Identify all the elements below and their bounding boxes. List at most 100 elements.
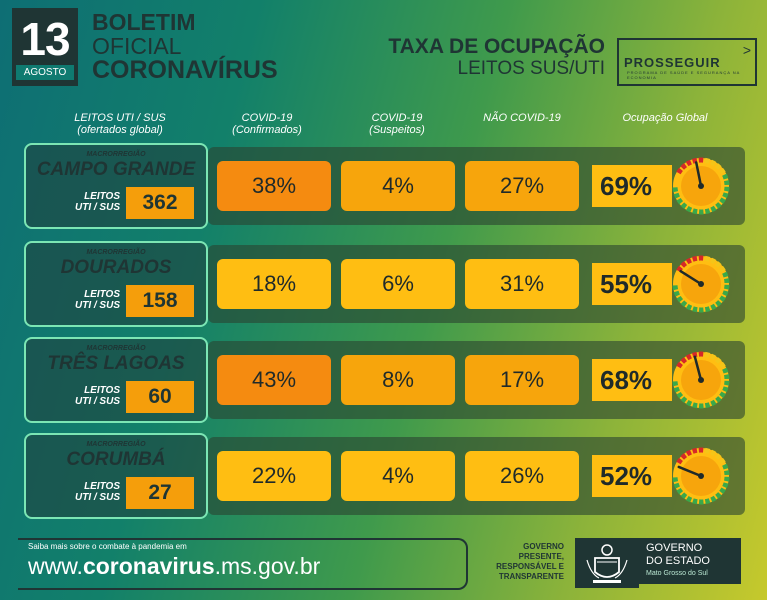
gauge-tick <box>685 303 693 311</box>
footer-frame <box>18 538 468 590</box>
gauge-tick <box>722 271 729 278</box>
suspected-cell: 6% <box>341 259 455 309</box>
footer-note: Saiba mais sobre o combate à pandemia em <box>28 542 187 551</box>
gauge-tick <box>710 159 717 167</box>
confirmed-cell: 38% <box>217 161 331 211</box>
beds-label: LEITOS UTI / SUS <box>46 481 120 503</box>
beds-label-line-1: LEITOS <box>84 289 120 300</box>
gauge-tick <box>692 208 698 215</box>
gauge-tick <box>680 163 688 170</box>
gauge-tick <box>722 367 729 374</box>
gauge-tick <box>685 449 692 457</box>
gauge-tick <box>685 399 693 407</box>
gauge-tick <box>710 257 717 265</box>
gauge-tick <box>724 186 730 192</box>
title-line-3: CORONAVÍRUS <box>92 56 278 84</box>
state-coat-of-arms-icon <box>575 538 639 588</box>
gauge-tick <box>710 495 717 503</box>
gauge-tick <box>691 351 698 358</box>
gauge-tick <box>724 380 730 386</box>
non-covid-cell: 26% <box>465 451 579 501</box>
region-name: DOURADOS <box>60 257 172 278</box>
region-name: CORUMBÁ <box>66 449 166 470</box>
beds-count: 158 <box>126 285 194 317</box>
state-gov-line-3: Mato Grosso do Sul <box>646 570 708 577</box>
column-header-suspected: COVID-19 (Suspeitos) <box>340 112 454 136</box>
gauge-needle <box>694 161 703 188</box>
gauge-tick <box>672 187 679 193</box>
website-domain: coronavirus <box>82 553 215 579</box>
gauge-tick <box>722 482 729 489</box>
column-header-global: Ocupação Global <box>622 112 708 124</box>
gauge-tick <box>704 402 711 409</box>
non-covid-cell: 17% <box>465 355 579 405</box>
gauge-tick <box>723 374 730 380</box>
gauge-tick <box>704 306 711 313</box>
macro-label: MACRORREGIÃO <box>86 249 146 256</box>
gauge-tick <box>685 159 692 167</box>
gauge-tick <box>722 386 729 393</box>
beds-label-line-1: LEITOS <box>84 191 120 202</box>
motto-line-1: GOVERNO <box>523 542 564 551</box>
gauge-tick <box>723 278 730 284</box>
global-occupancy-value: 68% <box>592 359 672 401</box>
gauge-hub <box>698 377 704 383</box>
website-suffix: .ms.gov.br <box>214 553 321 579</box>
gauge-icon <box>672 351 730 409</box>
beds-count: 60 <box>126 381 194 413</box>
title-line-1: BOLETIM <box>92 9 196 35</box>
gauge-tick <box>676 487 684 495</box>
gauge-tick <box>719 391 726 398</box>
gauge-tick <box>710 353 717 361</box>
beds-label-line-2: UTI / SUS <box>74 492 120 503</box>
suspected-cell: 4% <box>341 451 455 501</box>
global-occupancy-value: 55% <box>592 263 672 305</box>
gauge-tick <box>715 396 722 403</box>
title-line-2: OFICIAL <box>92 33 182 59</box>
gauge-tick <box>719 265 726 273</box>
gauge-tick <box>710 449 717 457</box>
gauge-tick <box>714 261 722 268</box>
gauge-tick <box>676 167 683 175</box>
beds-label-line-2: UTI / SUS <box>74 396 120 407</box>
occupancy-heading: TAXA DE OCUPAÇÃO LEITOS SUS/UTI <box>388 36 605 80</box>
gauge-tick <box>714 357 722 364</box>
gauge-tick <box>719 167 726 175</box>
beds-label-line-1: LEITOS <box>84 385 120 396</box>
confirmed-cell: 22% <box>217 451 331 501</box>
bulletin-title: BOLETIM OFICIAL CORONAVÍRUS <box>92 9 278 84</box>
gauge-tick <box>704 351 711 358</box>
beds-label-line-2: UTI / SUS <box>74 202 120 213</box>
prosseguir-logo-word: PROSSEGUIR <box>624 55 721 70</box>
gauge-tick <box>680 396 688 404</box>
gauge-tick <box>685 353 692 361</box>
gauge-needle <box>677 465 703 478</box>
gauge-tick <box>722 290 729 297</box>
gauge-tick <box>673 386 680 393</box>
prosseguir-logo-subtitle: PROGRAMA DE SAÚDE E SEGURANÇA NA ECONOMI… <box>627 70 741 80</box>
column-header-leitos: LEITOS UTI / SUS (ofertados global) <box>30 112 210 136</box>
gauge-tick <box>722 463 729 470</box>
occupancy-heading-line-2: LEITOS SUS/UTI <box>457 58 605 79</box>
non-covid-cell: 27% <box>465 161 579 211</box>
gauge-tick <box>704 255 711 262</box>
confirmed-cell: 43% <box>217 355 331 405</box>
column-header-confirmed-line-1: COVID-19 <box>241 112 293 124</box>
gauge-tick <box>714 453 722 460</box>
gauge-tick <box>719 487 726 494</box>
column-header-suspected-line-1: COVID-19 <box>371 112 423 124</box>
motto-line-4: TRANSPARENTE <box>498 572 564 581</box>
gauge-tick <box>724 476 730 482</box>
gauge-tick <box>676 361 683 369</box>
gauge-tick <box>724 284 730 290</box>
gauge-tick <box>680 357 688 364</box>
gauge-tick <box>715 300 722 307</box>
state-gov-line-1: GOVERNO <box>646 542 703 554</box>
gauge-tick <box>704 157 711 164</box>
gauge-tick <box>685 495 693 503</box>
non-covid-cell: 31% <box>465 259 579 309</box>
gauge-tick <box>673 290 680 297</box>
website-link[interactable]: www.coronavirus.ms.gov.br <box>28 553 320 580</box>
suspected-cell: 8% <box>341 355 455 405</box>
gauge-tick <box>676 197 684 205</box>
